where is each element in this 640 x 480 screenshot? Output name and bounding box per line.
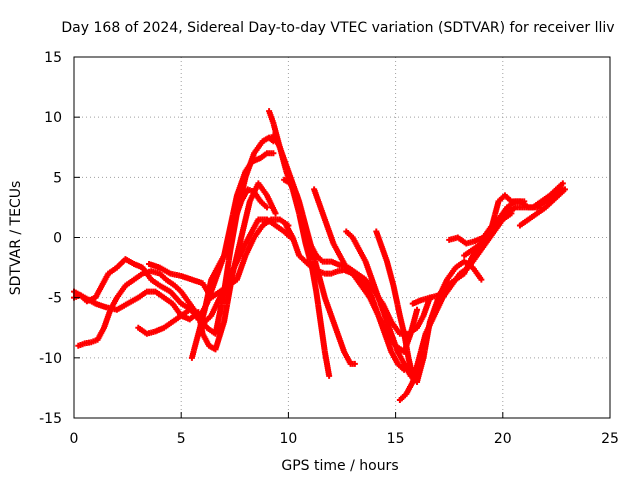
y-tick-label: 5 bbox=[53, 170, 62, 186]
data-series bbox=[71, 108, 568, 403]
data-track bbox=[266, 108, 333, 379]
x-tick-label: 5 bbox=[177, 431, 186, 447]
y-tick-label: -10 bbox=[39, 351, 62, 367]
y-tick-labels: -15 -10 -5 0 5 10 15 bbox=[39, 50, 80, 427]
data-track bbox=[146, 216, 292, 301]
data-points bbox=[188, 186, 270, 361]
y-tick-label: -15 bbox=[39, 411, 62, 427]
chart-title: Day 168 of 2024, Sidereal Day-to-day VTE… bbox=[61, 20, 614, 36]
data-points bbox=[311, 186, 408, 373]
data-points bbox=[266, 108, 333, 379]
grid bbox=[74, 57, 610, 418]
data-track bbox=[343, 228, 421, 385]
data-track bbox=[188, 186, 270, 361]
data-track bbox=[461, 180, 566, 259]
data-track bbox=[311, 186, 408, 373]
y-tick-label: 15 bbox=[44, 50, 62, 66]
x-axis-label: GPS time / hours bbox=[281, 458, 398, 474]
data-points bbox=[281, 176, 433, 337]
y-axis-label: SDTVAR / TECUs bbox=[8, 181, 24, 296]
y-tick-label: -5 bbox=[48, 291, 62, 307]
data-track bbox=[281, 176, 433, 337]
data-points bbox=[516, 186, 568, 229]
data-points bbox=[343, 228, 421, 385]
x-tick-label: 20 bbox=[494, 431, 512, 447]
y-tick-label: 10 bbox=[44, 110, 62, 126]
data-track bbox=[516, 186, 568, 229]
x-tick-labels: 0 5 10 15 20 25 bbox=[70, 412, 619, 447]
x-tick-label: 10 bbox=[279, 431, 297, 447]
data-points bbox=[146, 216, 292, 301]
x-tick-label: 15 bbox=[387, 431, 405, 447]
y-tick-label: 0 bbox=[53, 231, 62, 247]
data-points bbox=[461, 180, 566, 259]
x-tick-label: 0 bbox=[70, 431, 79, 447]
x-tick-label: 25 bbox=[601, 431, 619, 447]
